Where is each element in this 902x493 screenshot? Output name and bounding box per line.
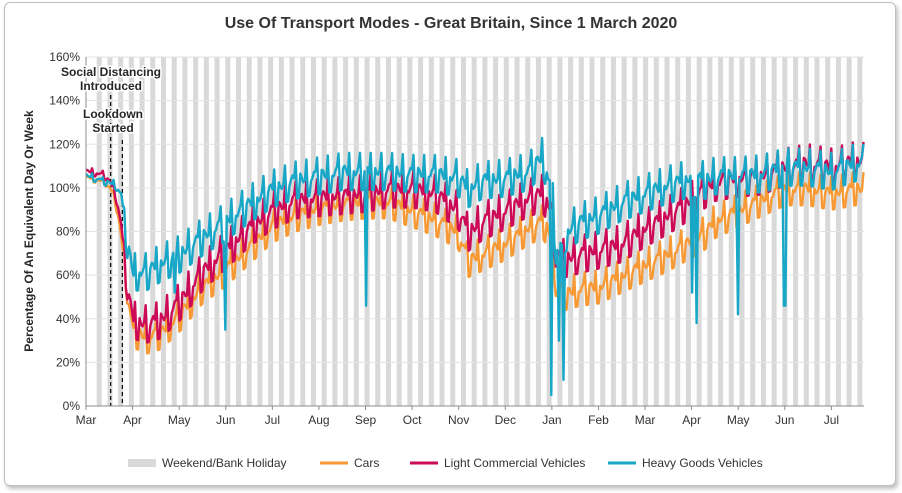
annotation-label: Lookdown bbox=[83, 107, 143, 121]
y-axis-label: Percentage Of An Equivalent Day Or Week bbox=[22, 110, 36, 352]
legend: Weekend/Bank Holiday Cars Light Commercial… bbox=[128, 456, 763, 470]
y-tick-label: 60% bbox=[56, 268, 80, 282]
x-tick-label: Jul bbox=[824, 413, 839, 427]
legend-label: Heavy Goods Vehicles bbox=[642, 456, 763, 470]
x-tick-label: Jun bbox=[775, 413, 794, 427]
y-tick-label: 0% bbox=[63, 399, 81, 413]
y-tick-label: 80% bbox=[56, 225, 80, 239]
y-tick-label: 100% bbox=[49, 181, 80, 195]
annotation-label: Introduced bbox=[80, 79, 142, 93]
legend-label: Cars bbox=[354, 456, 379, 470]
legend-label: Light Commercial Vehicles bbox=[444, 456, 585, 470]
axes: 0% 20% 40% 60% 80% 100% 120% 140% 160% Mar Apr May J… bbox=[49, 50, 864, 427]
y-tick-label: 40% bbox=[56, 312, 80, 326]
chart-title: Use Of Transport Modes - Great Britain, … bbox=[225, 15, 678, 32]
x-tick-label: May bbox=[727, 413, 750, 427]
y-tick-label: 120% bbox=[49, 137, 80, 151]
x-tick-label: Mar bbox=[635, 413, 656, 427]
x-tick-label: Dec bbox=[495, 413, 516, 427]
y-tick-label: 20% bbox=[56, 355, 80, 369]
x-tick-label: Jul bbox=[265, 413, 280, 427]
x-tick-label: Jan bbox=[542, 413, 561, 427]
x-tick-label: Jun bbox=[216, 413, 235, 427]
annotation-label: Social Distancing bbox=[61, 65, 161, 79]
x-tick-label: Sep bbox=[355, 413, 377, 427]
x-tick-label: Feb bbox=[588, 413, 609, 427]
x-tick-label: May bbox=[168, 413, 191, 427]
x-tick-label: Apr bbox=[123, 413, 142, 427]
x-tick-label: Mar bbox=[76, 413, 97, 427]
series-line-cars bbox=[85, 170, 865, 355]
x-tick-label: Apr bbox=[682, 413, 701, 427]
y-tick-label: 140% bbox=[49, 94, 80, 108]
annotation-label: Started bbox=[92, 121, 133, 135]
x-tick-label: Nov bbox=[448, 413, 469, 427]
y-tick-label: 160% bbox=[49, 50, 80, 64]
event-lines bbox=[110, 95, 123, 406]
series-lines bbox=[85, 136, 865, 397]
x-tick-label: Oct bbox=[403, 413, 422, 427]
series-line-heavy-goods-vehicles bbox=[85, 136, 865, 397]
x-tick-label: Aug bbox=[308, 413, 329, 427]
legend-label: Weekend/Bank Holiday bbox=[162, 456, 287, 470]
